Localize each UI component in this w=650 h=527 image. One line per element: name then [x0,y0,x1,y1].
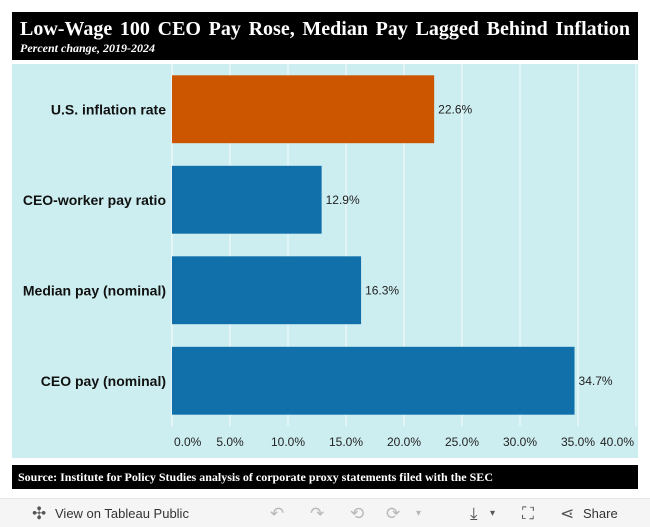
x-tick-label: 5.0% [216,435,244,449]
category-label: CEO pay (nominal) [41,373,166,389]
source-note: Source: Institute for Policy Studies ana… [12,465,638,489]
chart-subtitle: Percent change, 2019-2024 [20,41,155,55]
chart-header: Low-Wage 100 CEO Pay Rose, Median Pay Lagged Beh… [12,12,638,60]
x-tick-label: 20.0% [387,435,421,449]
share-button[interactable]: Share [583,506,618,521]
redo-icon[interactable]: ↷ [310,504,325,523]
category-label: Median pay (nominal) [23,282,166,298]
tableau-toolbar: ✣ View on Tableau Public ↶ ↷ ⟲ ⟳ ▾ ⤓ ▾ ⛶… [0,498,650,527]
fullscreen-icon[interactable]: ⛶ [522,504,534,523]
bar [172,346,575,415]
chart-area: 22.6% U.S. inflation rate 12.9% CEO-worker … [12,64,638,458]
bar [172,256,362,325]
x-tick-label: 15.0% [329,435,363,449]
chart-title-word: Pay [375,18,408,40]
chart-title-word: CEO [157,18,201,40]
chart-title-word: Median [302,18,368,40]
refresh-icon[interactable]: ⟳ [386,504,401,523]
x-tick-label: 40.0% [600,435,634,449]
tableau-icon[interactable]: ✣ [32,504,47,523]
refresh-dropdown-icon[interactable]: ▾ [416,508,422,519]
chart-title-word: 100 [119,18,150,40]
download-dropdown-icon[interactable]: ▾ [490,508,496,519]
x-tick-label: 30.0% [503,435,537,449]
download-icon[interactable]: ⤓ [470,504,478,523]
undo-icon[interactable]: ↶ [270,504,285,523]
bar [172,165,322,234]
chart-title-word: Inflation [555,18,630,40]
x-tick-label: 0.0% [174,435,202,449]
category-label: U.S. inflation rate [51,101,166,117]
category-label: CEO-worker pay ratio [23,192,166,208]
bar-value-label: 16.3% [365,283,399,297]
chart-title: Low-Wage 100 CEO Pay Rose, Median Pay Lagged Beh… [20,18,630,40]
bar-value-label: 34.7% [579,374,613,388]
x-tick-label: 10.0% [271,435,305,449]
chart-title-word: Lagged [415,18,479,40]
share-icon[interactable]: ⋖ [560,504,575,523]
chart-title-word: Rose, [248,18,295,40]
chart-title-word: Pay [208,18,241,40]
bar-chart: 22.6% U.S. inflation rate 12.9% CEO-worker … [23,64,637,449]
view-on-tableau-link[interactable]: View on Tableau Public [55,506,189,521]
bar [172,75,435,144]
x-tick-label: 25.0% [445,435,479,449]
x-tick-label: 35.0% [561,435,595,449]
chart-title-word: Low-Wage [20,18,113,40]
chart-title-word: Behind [486,18,548,40]
bar-value-label: 12.9% [326,193,360,207]
revert-icon[interactable]: ⟲ [350,504,365,523]
bar-value-label: 22.6% [438,102,472,116]
